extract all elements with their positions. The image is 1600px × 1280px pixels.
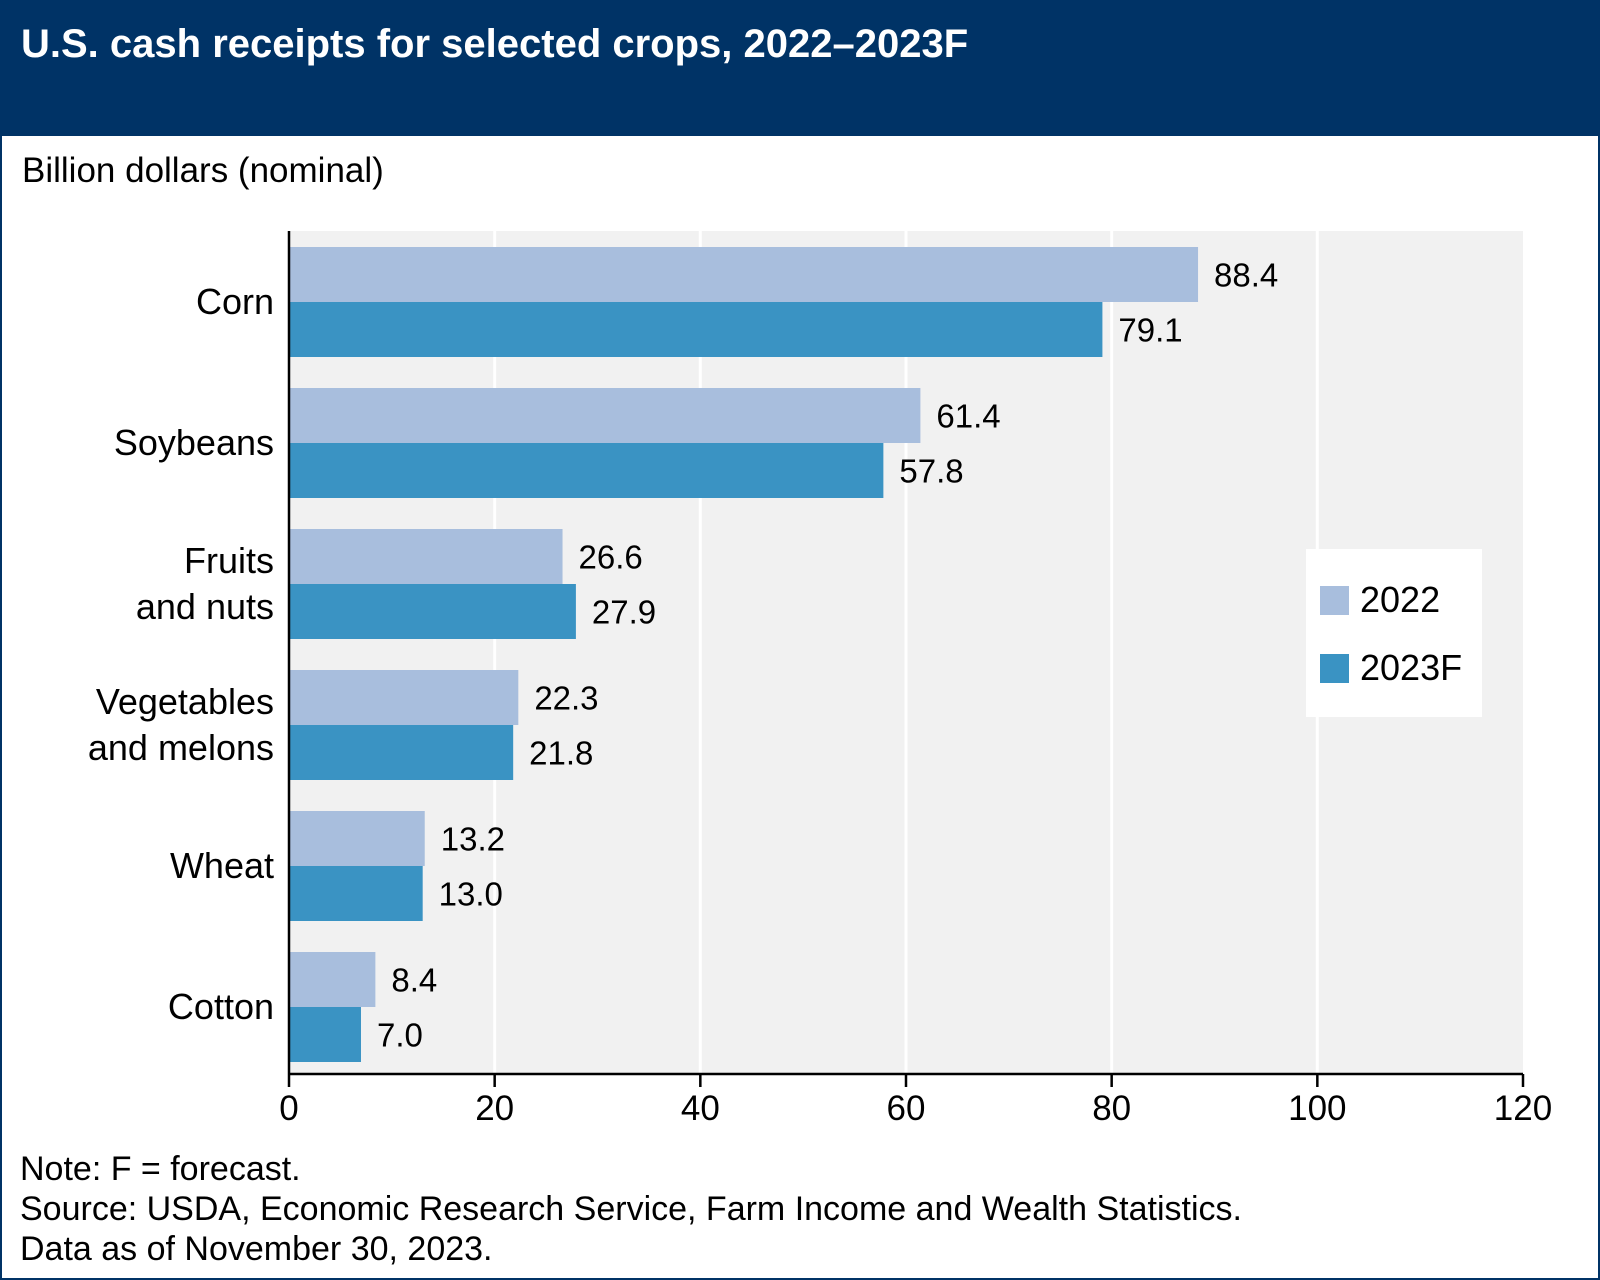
data-label: 61.4 bbox=[936, 398, 1000, 435]
legend-swatch-2022 bbox=[1320, 586, 1349, 615]
header-banner: U.S. cash receipts for selected crops, 2… bbox=[2, 2, 1598, 136]
bar bbox=[289, 811, 425, 866]
data-as-of-text: Data as of November 30, 2023. bbox=[20, 1230, 493, 1268]
category-label: Wheat bbox=[170, 845, 274, 886]
bar bbox=[289, 302, 1103, 357]
x-tick-label: 40 bbox=[681, 1089, 720, 1128]
x-tick-label: 100 bbox=[1288, 1089, 1346, 1128]
x-tick-label: 120 bbox=[1494, 1089, 1552, 1128]
legend-label-2023f: 2023F bbox=[1360, 647, 1463, 688]
data-label: 88.4 bbox=[1214, 257, 1278, 294]
legend: 2022 2023F bbox=[1306, 549, 1482, 717]
category-label: Corn bbox=[196, 281, 274, 322]
x-tick-label: 20 bbox=[475, 1089, 514, 1128]
x-tick-label: 60 bbox=[887, 1089, 926, 1128]
data-label: 26.6 bbox=[579, 539, 643, 576]
category-label: and nuts bbox=[136, 586, 274, 627]
bar bbox=[289, 1007, 361, 1062]
data-label: 22.3 bbox=[534, 680, 598, 717]
bar bbox=[289, 529, 563, 584]
bar bbox=[289, 443, 884, 498]
bar bbox=[289, 584, 576, 639]
data-label: 27.9 bbox=[592, 594, 656, 631]
data-label: 13.2 bbox=[441, 821, 505, 858]
bar bbox=[289, 952, 376, 1007]
category-label: and melons bbox=[88, 727, 274, 768]
legend-swatch-2023f bbox=[1320, 654, 1349, 683]
bar bbox=[289, 247, 1199, 302]
bar bbox=[289, 670, 519, 725]
x-tick-label: 80 bbox=[1092, 1089, 1131, 1128]
data-label: 7.0 bbox=[377, 1017, 423, 1054]
bar bbox=[289, 725, 514, 780]
category-label: Soybeans bbox=[114, 422, 274, 463]
data-label: 21.8 bbox=[529, 735, 593, 772]
bar bbox=[289, 388, 921, 443]
category-label: Vegetables bbox=[96, 681, 274, 722]
legend-label-2022: 2022 bbox=[1360, 579, 1441, 620]
category-label: Cotton bbox=[168, 986, 274, 1027]
chart-title: U.S. cash receipts for selected crops, 2… bbox=[21, 22, 969, 66]
data-label: 13.0 bbox=[439, 876, 503, 913]
bar bbox=[289, 866, 423, 921]
data-label: 57.8 bbox=[899, 453, 963, 490]
unit-label: Billion dollars (nominal) bbox=[22, 151, 384, 190]
category-label: Fruits bbox=[184, 540, 274, 581]
data-label: 8.4 bbox=[391, 962, 437, 999]
data-label: 79.1 bbox=[1118, 312, 1182, 349]
note-text: Note: F = forecast. bbox=[20, 1150, 301, 1188]
source-text: Source: USDA, Economic Research Service,… bbox=[20, 1190, 1242, 1228]
x-tick-label: 0 bbox=[279, 1089, 298, 1128]
